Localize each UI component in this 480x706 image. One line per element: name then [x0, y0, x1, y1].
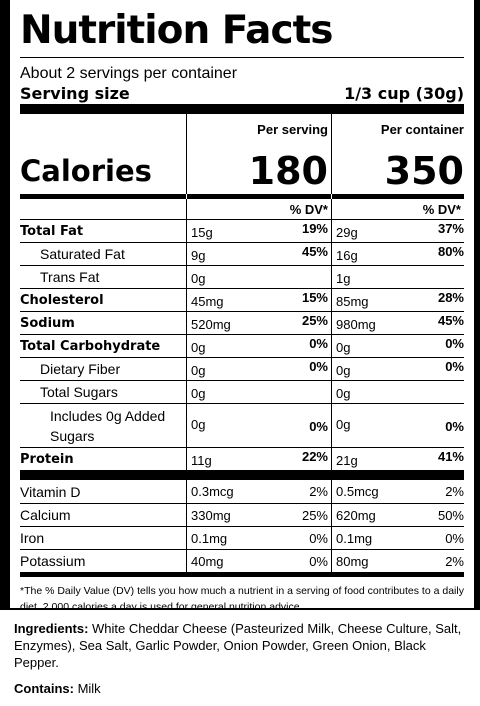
calories-container: 350 [384, 149, 464, 193]
per-serving-label: Per serving [257, 122, 328, 137]
calories-row: Calories 180 350 [20, 148, 464, 194]
contains-label: Contains: [14, 681, 74, 696]
calories-serving: 180 [248, 149, 328, 193]
ingredients-label: Ingredients: [14, 621, 89, 636]
per-container-label: Per container [380, 122, 464, 137]
servings-per-container: About 2 servings per container [20, 65, 238, 82]
allergen-statement: Contains: Milk [14, 681, 466, 696]
contains-text: Milk [77, 681, 101, 696]
vitamins-divider [20, 470, 464, 480]
nutrient-row: Protein 11g 22% 21g 41% [20, 447, 464, 470]
calories-divider [20, 194, 464, 199]
dv-header-row: % DV* % DV* [20, 199, 464, 219]
nutrient-rows: Total Fat 15g 19% 29g 37% Saturated Fat 9g… [20, 219, 464, 470]
dv-header-serving: % DV* [186, 199, 331, 219]
dv-header-container: % DV* [331, 199, 464, 219]
calories-label: Calories [20, 154, 152, 188]
nutrient-grid: Per serving Per container Calories 180 3… [20, 114, 464, 572]
calories-label-cell: Calories [20, 148, 186, 194]
serving-size-row: Serving size 1/3 cup (30g) [20, 84, 464, 104]
serving-size-label: Serving size [20, 84, 130, 103]
calories-container-cell: 350 [331, 148, 464, 194]
heavy-divider [20, 104, 464, 114]
nutrient-row: Total Fat 15g 19% 29g 37% [20, 219, 464, 242]
dv-footnote: *The % Daily Value (DV) tells you how mu… [20, 572, 464, 615]
nutrient-row: Saturated Fat 9g 45% 16g 80% [20, 242, 464, 265]
serving-size-value: 1/3 cup (30g) [344, 84, 464, 103]
nutrient-row: Cholesterol 45mg 15% 85mg 28% [20, 288, 464, 311]
nutrient-row: Sodium 520mg 25% 980mg 45% [20, 311, 464, 334]
vitamin-row: Potassium 40mg 0% 80mg 2% [20, 549, 464, 572]
vitamin-row: Calcium 330mg 25% 620mg 50% [20, 503, 464, 526]
vitamin-row: Vitamin D 0.3mcg 2% 0.5mcg 2% [20, 480, 464, 503]
divider [20, 57, 464, 58]
ingredients-panel: Ingredients: White Cheddar Cheese (Paste… [0, 610, 480, 706]
nutrient-row: Dietary Fiber 0g 0% 0g 0% [20, 357, 464, 380]
ingredients-text: White Cheddar Cheese (Pasteurized Milk, … [14, 621, 462, 670]
label-title: Nutrition Facts [20, 8, 333, 53]
nutrient-row: Trans Fat 0g 1g [20, 265, 464, 288]
nutrient-row: Includes 0g Added Sugars 0g 0% 0g 0% [20, 403, 464, 447]
nutrient-row: Total Sugars 0g 0g [20, 380, 464, 403]
ingredients-statement: Ingredients: White Cheddar Cheese (Paste… [14, 620, 466, 671]
nutrition-label: Nutrition Facts About 2 servings per con… [10, 0, 474, 613]
calories-serving-cell: 180 [186, 148, 331, 194]
vitamin-row: Iron 0.1mg 0% 0.1mg 0% [20, 526, 464, 549]
nutrient-row: Total Carbohydrate 0g 0% 0g 0% [20, 334, 464, 357]
